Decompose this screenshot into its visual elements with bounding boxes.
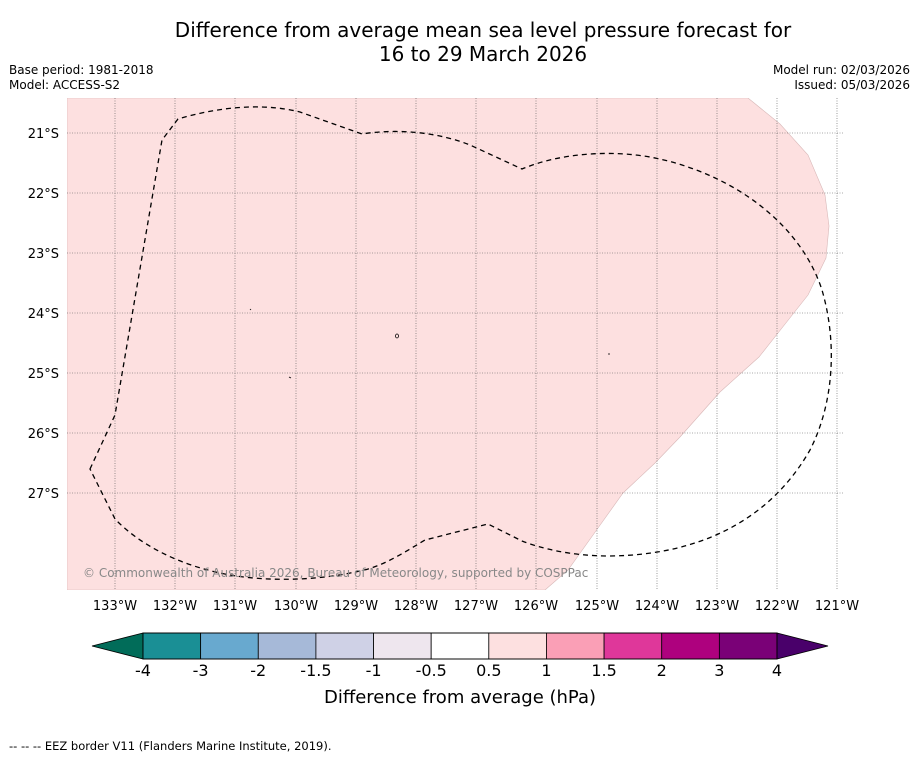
lon-label: 128°W xyxy=(394,599,438,614)
lon-label: 122°W xyxy=(755,599,799,614)
lat-gridlines xyxy=(67,132,843,494)
colorbar-segment xyxy=(373,632,432,660)
colorbar-ticks: -4 -3 -2 -1.5 -1 -0.5 0.5 1 1.5 2 3 4 xyxy=(135,661,782,680)
colorbar-segment xyxy=(315,632,374,660)
lon-label: 125°W xyxy=(575,599,619,614)
lat-label: 26°S xyxy=(28,427,59,442)
lon-label: 123°W xyxy=(695,599,739,614)
title-line-2: 16 to 29 March 2026 xyxy=(378,42,588,66)
colorbar-segments xyxy=(142,632,778,660)
issued-date: Issued: 05/03/2026 xyxy=(794,78,910,92)
lon-gridlines xyxy=(114,98,838,590)
colorbar: -4 -3 -2 -1.5 -1 -0.5 0.5 1 1.5 2 3 4 Difference fr… xyxy=(91,632,829,708)
map-title: Difference from average mean sea level p… xyxy=(0,18,919,66)
colorbar-over-arrow xyxy=(776,632,829,660)
lon-label: 124°W xyxy=(635,599,679,614)
colorbar-tick-label: -2 xyxy=(250,661,266,680)
colorbar-frame xyxy=(142,632,778,660)
lon-labels: 133°W 132°W 131°W 130°W 129°W 128°W 127°… xyxy=(93,599,859,614)
lon-label: 126°W xyxy=(514,599,558,614)
colorbar-tick-label: 2 xyxy=(657,661,667,680)
model-run: Model run: 02/03/2026 xyxy=(772,63,910,77)
lat-label: 24°S xyxy=(28,307,59,322)
colorbar-segment xyxy=(488,632,547,660)
lon-label: 121°W xyxy=(815,599,859,614)
lon-label: 131°W xyxy=(213,599,257,614)
title-line-1: Difference from average mean sea level p… xyxy=(174,18,792,42)
colorbar-tick-label: 1 xyxy=(541,661,551,680)
colorbar-tick-label: 4 xyxy=(772,661,782,680)
colorbar-tick-label: 1.5 xyxy=(591,661,616,680)
colorbar-tick-label: 0.5 xyxy=(476,661,501,680)
lat-labels: 21°S 22°S 23°S 24°S 25°S 26°S 27°S xyxy=(28,127,59,502)
colorbar-tick-label: -3 xyxy=(193,661,209,680)
lat-label: 23°S xyxy=(28,247,59,262)
colorbar-tick-label: -1.5 xyxy=(300,661,331,680)
lon-label: 127°W xyxy=(454,599,498,614)
colorbar-segment xyxy=(257,632,317,660)
colorbar-tick-label: 3 xyxy=(714,661,724,680)
colorbar-label: Difference from average (hPa) xyxy=(324,687,596,708)
colorbar-segment xyxy=(661,632,720,660)
base-period: Base period: 1981-2018 xyxy=(9,63,154,77)
lon-label: 129°W xyxy=(334,599,378,614)
anomaly-region xyxy=(67,98,830,590)
colorbar-segment xyxy=(603,632,663,660)
lat-label: 22°S xyxy=(28,187,59,202)
lon-label: 130°W xyxy=(274,599,318,614)
colorbar-segment xyxy=(200,632,259,660)
colorbar-tick-label: -4 xyxy=(135,661,151,680)
colorbar-tick-label: -0.5 xyxy=(416,661,447,680)
footer-note: -- -- -- EEZ border V11 (Flanders Marine… xyxy=(9,739,332,753)
lon-label: 133°W xyxy=(93,599,137,614)
colorbar-segment xyxy=(718,632,778,660)
lat-label: 25°S xyxy=(28,367,59,382)
meta-right: Model run: 02/03/2026 Issued: 05/03/2026 xyxy=(773,63,910,93)
meta-left: Base period: 1981-2018 Model: ACCESS-S2 xyxy=(9,63,154,93)
colorbar-under-arrow xyxy=(91,632,144,660)
lon-label: 132°W xyxy=(153,599,197,614)
islands xyxy=(249,308,610,379)
colorbar-segment xyxy=(430,632,490,660)
lat-label: 27°S xyxy=(28,487,59,502)
copyright-text: © Commonwealth of Australia 2026, Bureau… xyxy=(83,566,588,580)
colorbar-tick-label: -1 xyxy=(366,661,382,680)
colorbar-segment xyxy=(142,632,202,660)
model-name: Model: ACCESS-S2 xyxy=(9,78,121,92)
colorbar-segment xyxy=(546,632,605,660)
lat-label: 21°S xyxy=(28,127,59,142)
